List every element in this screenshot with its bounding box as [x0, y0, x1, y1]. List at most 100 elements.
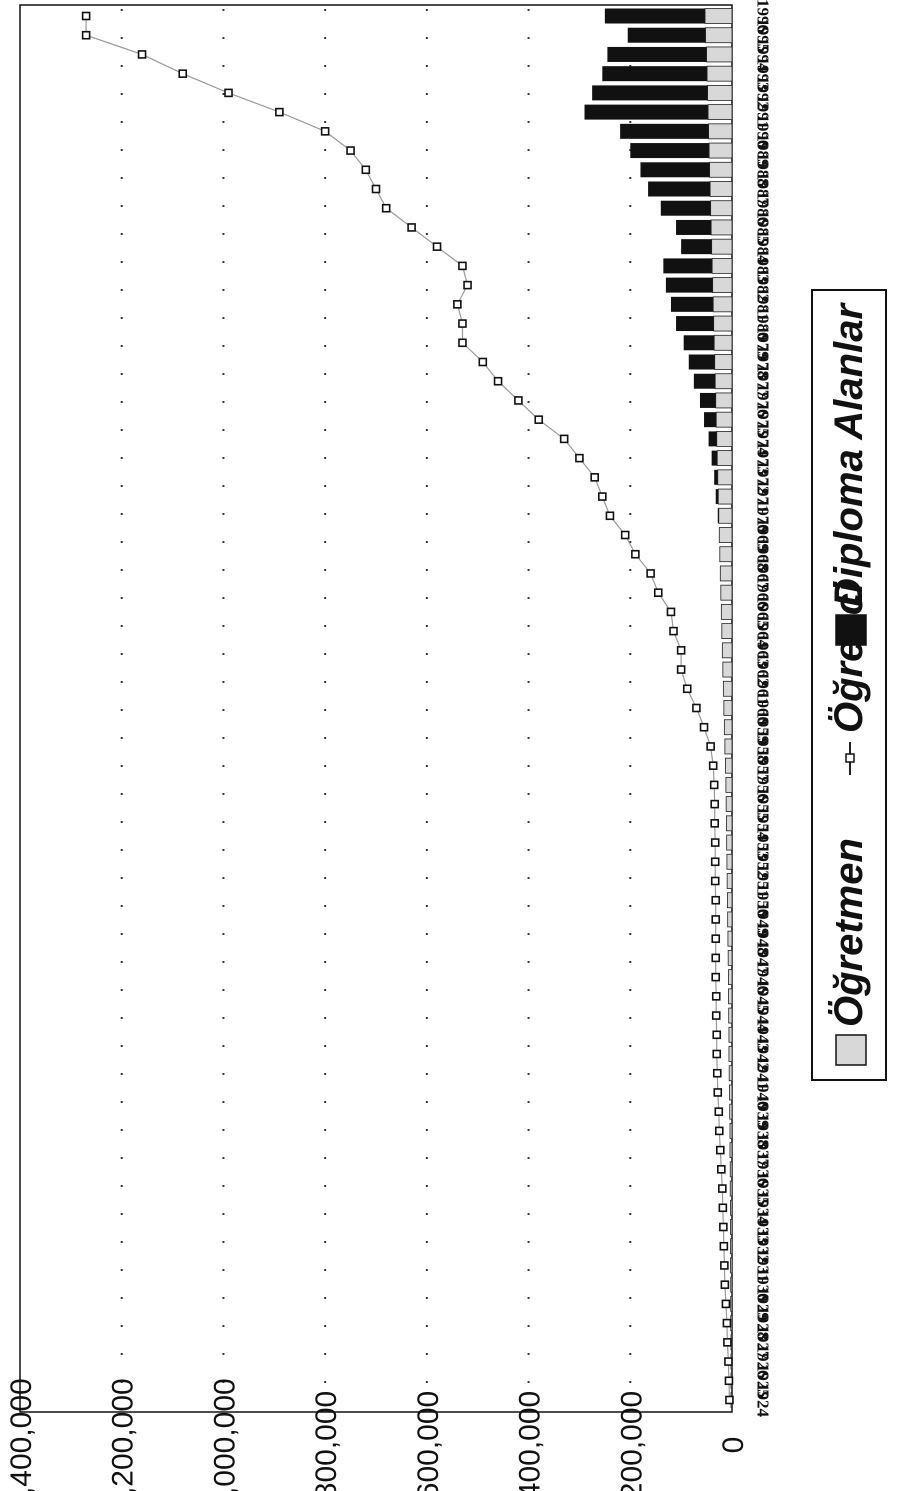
x-tick-label: 1976 — [754, 383, 773, 417]
y-tick-label: 1,400,000 — [5, 1378, 38, 1491]
y-tick-label: 0 — [717, 1437, 750, 1454]
x-tick-label: 1968 — [754, 537, 773, 571]
x-tick-label: 1994 — [754, 37, 773, 72]
x-tick-label: 1937 — [754, 1133, 773, 1168]
ogrenci-point — [719, 1241, 729, 1251]
x-tick-label: 1948 — [754, 922, 773, 956]
x-tick-label: 1926 — [754, 1345, 773, 1379]
ogrenci-point — [458, 261, 467, 271]
x-tick-label: 1979 — [754, 326, 773, 360]
y-tick-label: 1,200,000 — [107, 1378, 140, 1491]
x-tick-label: 1947 — [754, 941, 773, 976]
x-tick-label: 1949 — [754, 902, 773, 936]
x-tick-label: 1943 — [754, 1018, 773, 1052]
ogrenci-point — [711, 934, 721, 943]
x-tick-label: 1966 — [754, 576, 773, 610]
ogretmen-bar — [704, 8, 733, 24]
x-tick-label: 1988 — [754, 153, 773, 187]
x-tick-label: 1972 — [754, 460, 773, 494]
x-tick-label: 1963 — [754, 633, 773, 667]
ogrenci-point — [605, 511, 615, 521]
ogrenci-point — [710, 838, 720, 847]
x-tick-label: 1935 — [754, 1172, 773, 1206]
ogretmen-bar — [705, 27, 733, 44]
ogretmen-bar — [717, 488, 733, 505]
x-tick-label: 1978 — [754, 345, 773, 379]
diploma-bar — [620, 123, 732, 139]
x-tick-label: 1928 — [754, 1306, 773, 1340]
ogretmen-bar — [719, 565, 733, 582]
ogrenci-point — [717, 1165, 726, 1174]
ogretmen-bar — [729, 1142, 733, 1159]
ogrenci-point — [346, 146, 355, 155]
ogretmen-bar — [730, 1219, 733, 1235]
ogrenci-point — [361, 165, 371, 175]
x-tick-label: 1942 — [754, 1037, 773, 1071]
ogretmen-bar — [715, 411, 733, 428]
ogrenci-point — [712, 1049, 722, 1059]
x-tick-label: 1957 — [754, 749, 773, 784]
ogretmen-bar — [720, 584, 733, 601]
x-tick-label: 1996 — [754, 0, 773, 33]
x-tick-label: 1964 — [754, 614, 773, 649]
ogrenci-point — [81, 30, 91, 40]
x-tick-label: 1933 — [754, 1210, 773, 1244]
ogretmen-bar — [707, 84, 733, 101]
ogrenci-point — [676, 665, 686, 674]
ogretmen-bar — [729, 1180, 733, 1197]
ogrenci-point — [275, 107, 284, 117]
x-tick-label: 1951 — [754, 864, 773, 898]
ogretmen-bar — [711, 238, 733, 255]
diploma-bar — [602, 66, 732, 82]
ogrenci-point — [514, 396, 523, 405]
ogrenci-point — [224, 88, 233, 98]
ogretmen-bar — [727, 892, 733, 909]
ogrenci-point — [458, 319, 467, 328]
ogretmen-bar — [714, 354, 733, 370]
ogrenci-point — [718, 1203, 728, 1213]
x-tick-label: 1944 — [754, 999, 773, 1034]
ogrenci-point — [724, 1357, 733, 1366]
ogrenci-point — [711, 992, 721, 1001]
x-tick-label: 1940 — [754, 1075, 773, 1109]
ogretmen-bar — [723, 700, 733, 716]
line-square-marker-icon-square — [845, 753, 855, 763]
x-tick-label: 1932 — [754, 1229, 773, 1263]
ogrenci-point — [646, 569, 655, 578]
ogretmen-bar — [729, 1103, 733, 1120]
ogretmen-bar — [714, 373, 733, 390]
ogretmen-bar — [727, 930, 733, 947]
ogrenci-point — [590, 473, 599, 482]
ogrenci-point — [711, 915, 721, 924]
ogretmen-bar — [717, 469, 733, 486]
ogrenci-point — [711, 972, 721, 982]
ogretmen-bar — [724, 738, 733, 755]
ogretmen-bar — [712, 277, 733, 294]
x-tick-label: 1973 — [754, 441, 773, 475]
ogretmen-bar — [722, 661, 733, 678]
ogrenci-point — [716, 1145, 725, 1155]
ogretmen-bar — [713, 315, 733, 332]
ogrenci-point — [381, 203, 391, 213]
ogretmen-bar — [723, 719, 733, 736]
x-tick-label: 1965 — [754, 595, 773, 629]
ogretmen-bar — [721, 642, 733, 659]
legend-label-ogretmen: Öğretmen — [826, 838, 871, 1027]
diploma-bar — [630, 143, 732, 159]
ogretmen-bar — [716, 450, 733, 467]
ogretmen-bar — [728, 1026, 733, 1043]
x-tick-label: 1980 — [754, 307, 773, 341]
ogrenci-point — [711, 895, 721, 905]
ogrenci-point — [653, 588, 663, 597]
x-tick-label: 1962 — [754, 653, 773, 687]
x-tick-label: 1956 — [754, 768, 773, 802]
ogrenci-point — [710, 799, 720, 809]
x-tick-label: 1934 — [754, 1191, 773, 1226]
ogretmen-bar — [715, 392, 733, 409]
x-tick-label: 1995 — [754, 18, 773, 52]
ogrenci-point — [463, 280, 472, 290]
ogretmen-bar — [728, 1007, 733, 1024]
x-tick-label: 1946 — [754, 960, 773, 994]
